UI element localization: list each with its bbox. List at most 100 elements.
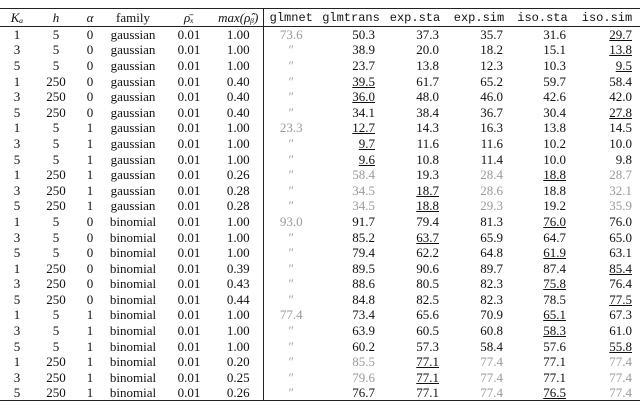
table-cell: 59.7 bbox=[511, 73, 574, 89]
table-cell: 3 bbox=[0, 182, 34, 198]
column-header: α bbox=[86, 9, 94, 25]
score: 82.3 bbox=[480, 291, 503, 307]
setting: 3 bbox=[13, 89, 21, 105]
setting: 250 bbox=[46, 385, 66, 401]
setting: 250 bbox=[46, 260, 66, 276]
table-cell: 1 bbox=[0, 73, 34, 89]
score: 34.5 bbox=[352, 182, 375, 198]
table-cell: 1.00 bbox=[214, 213, 264, 230]
table-cell: 250 bbox=[34, 260, 78, 276]
setting: gaussian bbox=[110, 89, 156, 105]
score: ″ bbox=[288, 198, 294, 214]
score: 18.2 bbox=[480, 42, 503, 58]
table-cell: 58.4 bbox=[574, 73, 640, 89]
table-cell: 19.2 bbox=[511, 198, 574, 214]
table-cell: gaussian bbox=[102, 167, 164, 183]
column-header: iso.sta bbox=[517, 10, 568, 25]
table-cell: 0.01 bbox=[164, 104, 214, 120]
table-row: 1 5 0 gaussian 0.01 1.00 73.6 50.3 37.3 35.7 31.6 2… bbox=[0, 26, 640, 43]
table-cell: 250 bbox=[34, 198, 78, 214]
table-cell: ″ bbox=[263, 292, 319, 308]
score: 10.8 bbox=[416, 151, 439, 167]
table-cell: 77.4 bbox=[447, 354, 511, 370]
table-cell: 0 bbox=[78, 27, 102, 43]
score: 57.3 bbox=[416, 338, 439, 354]
table-cell: 5 bbox=[0, 338, 34, 354]
score: 65.6 bbox=[416, 307, 439, 323]
table-cell: 0.01 bbox=[164, 120, 214, 136]
table-cell: 1 bbox=[78, 354, 102, 370]
score: 70.9 bbox=[480, 307, 503, 323]
setting: 250 bbox=[46, 291, 66, 307]
score: 34.1 bbox=[352, 104, 375, 120]
table-cell: 16.3 bbox=[447, 120, 511, 136]
setting: 1 bbox=[13, 213, 21, 229]
table-cell: 1 bbox=[78, 198, 102, 214]
table-row: 1 250 0 gaussian 0.01 0.40 ″ 39.5 61.7 65.2 59.7 58… bbox=[0, 73, 640, 89]
table-cell: 90.6 bbox=[383, 260, 447, 276]
setting: gaussian bbox=[110, 73, 156, 89]
setting: 0.01 bbox=[177, 276, 201, 292]
score: 32.1 bbox=[609, 182, 632, 198]
table-cell: 60.8 bbox=[447, 323, 511, 339]
table-row: 5 5 1 binomial 0.01 1.00 ″ 60.2 57.3 58.4 57.6 55.8 bbox=[0, 338, 640, 354]
setting: 250 bbox=[46, 89, 66, 105]
table-cell: 1 bbox=[0, 214, 34, 230]
setting: 0 bbox=[86, 229, 94, 245]
table-cell: 1.00 bbox=[214, 42, 264, 58]
table-cell: 38.4 bbox=[383, 104, 447, 120]
table-cell: 75.8 bbox=[511, 276, 574, 292]
table-cell: binomial bbox=[102, 276, 164, 292]
table-cell: gaussian bbox=[102, 136, 164, 152]
setting: gaussian bbox=[110, 167, 156, 183]
table-cell: 1.00 bbox=[214, 135, 264, 152]
table-cell: gaussian bbox=[102, 27, 164, 43]
table-cell: 0.01 bbox=[164, 73, 214, 89]
table-cell: 0 bbox=[78, 73, 102, 89]
table-cell: 0.01 bbox=[164, 182, 214, 198]
table-cell: 28.4 bbox=[447, 167, 511, 183]
table-cell: 64.7 bbox=[511, 229, 574, 245]
table-cell: 10.0 bbox=[511, 151, 574, 167]
score: 38.9 bbox=[352, 42, 375, 58]
score: 55.8 bbox=[609, 338, 632, 354]
table-cell: 80.5 bbox=[383, 276, 447, 292]
table-cell: 87.4 bbox=[511, 260, 574, 276]
table-cell: 62.2 bbox=[383, 245, 447, 261]
table-cell: 10.3 bbox=[511, 58, 574, 74]
table-cell: 9.5 bbox=[574, 58, 640, 74]
table-cell: 77.4 bbox=[574, 385, 640, 401]
table-cell: 0.01 bbox=[164, 214, 214, 230]
table-row: 3 5 0 gaussian 0.01 1.00 ″ 38.9 20.0 18.2 15.1 13.8 bbox=[0, 42, 640, 58]
table-cell: 34.1 bbox=[319, 104, 383, 120]
score: ″ bbox=[288, 260, 294, 276]
setting: 3 bbox=[13, 323, 21, 339]
score: 11.6 bbox=[416, 135, 439, 151]
score: 77.1 bbox=[543, 354, 566, 370]
table-cell: 0 bbox=[78, 245, 102, 261]
setting: 0 bbox=[86, 260, 94, 276]
table-cell: 3 bbox=[0, 323, 34, 339]
setting: 0 bbox=[86, 42, 94, 58]
table-cell: 57.6 bbox=[511, 338, 574, 354]
score: 76.5 bbox=[543, 385, 566, 401]
setting: 1 bbox=[86, 120, 94, 136]
setting: 1 bbox=[13, 120, 21, 136]
table-cell: 3 bbox=[0, 89, 34, 105]
score: 18.8 bbox=[416, 198, 439, 214]
score: 77.5 bbox=[609, 291, 632, 307]
table-cell: 0.01 bbox=[164, 338, 214, 354]
score: 28.4 bbox=[480, 167, 503, 183]
table-cell: 5 bbox=[34, 27, 78, 43]
table-cell: 77.1 bbox=[383, 385, 447, 401]
setting: 0.01 bbox=[177, 120, 201, 136]
score: 13.8 bbox=[609, 42, 632, 58]
table-cell: 0 bbox=[78, 42, 102, 58]
table-cell: 76.0 bbox=[511, 214, 574, 230]
score: 65.1 bbox=[543, 307, 566, 323]
table-cell: 60.5 bbox=[383, 323, 447, 339]
table-cell: 0.01 bbox=[164, 260, 214, 276]
score: 79.4 bbox=[416, 213, 439, 229]
score: 42.6 bbox=[543, 89, 566, 105]
setting: 0.39 bbox=[226, 260, 250, 276]
